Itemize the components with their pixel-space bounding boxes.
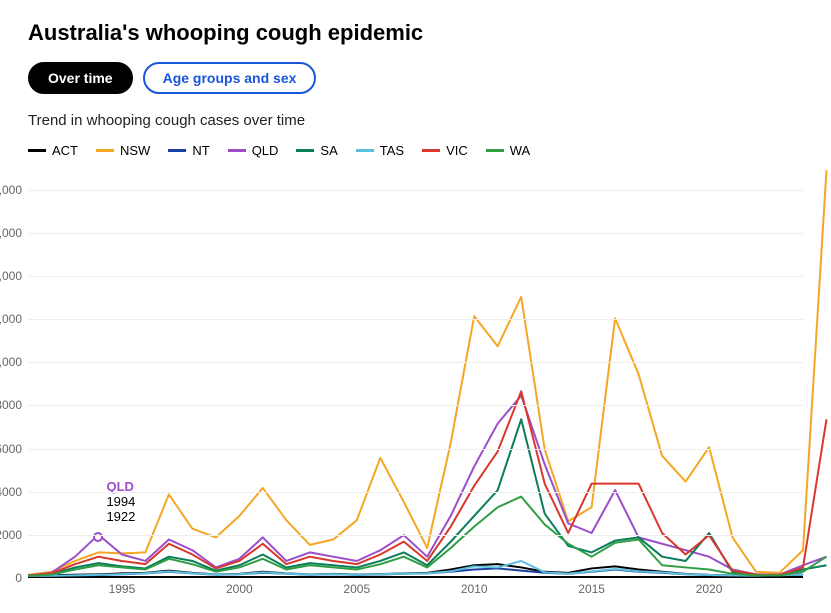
grid-line (28, 276, 803, 277)
legend-swatch (486, 149, 504, 152)
y-axis-label: 12,000 (0, 312, 22, 326)
legend-swatch (356, 149, 374, 152)
legend-item[interactable]: NT (168, 143, 209, 158)
chart-area: QLD 1994 1922 0200040006000800010,00012,… (28, 168, 803, 578)
grid-line (28, 492, 803, 493)
legend-label: NT (192, 143, 209, 158)
legend-label: NSW (120, 143, 150, 158)
tab-over-time[interactable]: Over time (28, 62, 133, 94)
legend-item[interactable]: QLD (228, 143, 279, 158)
legend-item[interactable]: WA (486, 143, 530, 158)
x-axis-label: 2005 (343, 582, 370, 596)
line-chart[interactable]: QLD 1994 1922 0200040006000800010,00012,… (28, 168, 803, 578)
y-axis-label: 16,000 (0, 226, 22, 240)
tab-group: Over time Age groups and sex (28, 62, 803, 94)
y-axis-label: 14,000 (0, 269, 22, 283)
grid-line (28, 190, 803, 191)
y-axis-label: 6000 (0, 442, 22, 456)
legend-label: VIC (446, 143, 468, 158)
page-title: Australia's whooping cough epidemic (28, 20, 803, 46)
legend-label: QLD (252, 143, 279, 158)
legend-swatch (96, 149, 114, 152)
y-axis-label: 4000 (0, 485, 22, 499)
legend-label: TAS (380, 143, 404, 158)
chart-svg (28, 168, 803, 576)
y-axis-label: 0 (15, 571, 22, 585)
legend-item[interactable]: ACT (28, 143, 78, 158)
legend-swatch (168, 149, 186, 152)
y-axis-label: 18,000 (0, 183, 22, 197)
series-line (28, 419, 827, 575)
legend-label: SA (320, 143, 337, 158)
legend-item[interactable]: NSW (96, 143, 150, 158)
tab-age-groups[interactable]: Age groups and sex (143, 62, 317, 94)
y-axis-label: 8000 (0, 398, 22, 412)
legend-swatch (228, 149, 246, 152)
grid-line (28, 362, 803, 363)
x-axis-label: 2015 (578, 582, 605, 596)
legend-swatch (296, 149, 314, 152)
x-axis-label: 1995 (109, 582, 136, 596)
grid-line (28, 319, 803, 320)
x-axis-label: 2010 (461, 582, 488, 596)
chart-subtitle: Trend in whooping cough cases over time (28, 112, 803, 129)
grid-line (28, 449, 803, 450)
x-axis-label: 2000 (226, 582, 253, 596)
grid-line (28, 233, 803, 234)
series-line (28, 170, 827, 575)
legend-swatch (422, 149, 440, 152)
y-axis-label: 2000 (0, 528, 22, 542)
chart-legend: ACT NSW NT QLD SA TAS VIC WA (28, 143, 803, 158)
grid-line (28, 535, 803, 536)
legend-item[interactable]: VIC (422, 143, 468, 158)
grid-line (28, 405, 803, 406)
legend-item[interactable]: TAS (356, 143, 404, 158)
legend-label: WA (510, 143, 530, 158)
legend-label: ACT (52, 143, 78, 158)
legend-swatch (28, 149, 46, 152)
y-axis-label: 10,000 (0, 355, 22, 369)
legend-item[interactable]: SA (296, 143, 337, 158)
x-axis-label: 2020 (696, 582, 723, 596)
